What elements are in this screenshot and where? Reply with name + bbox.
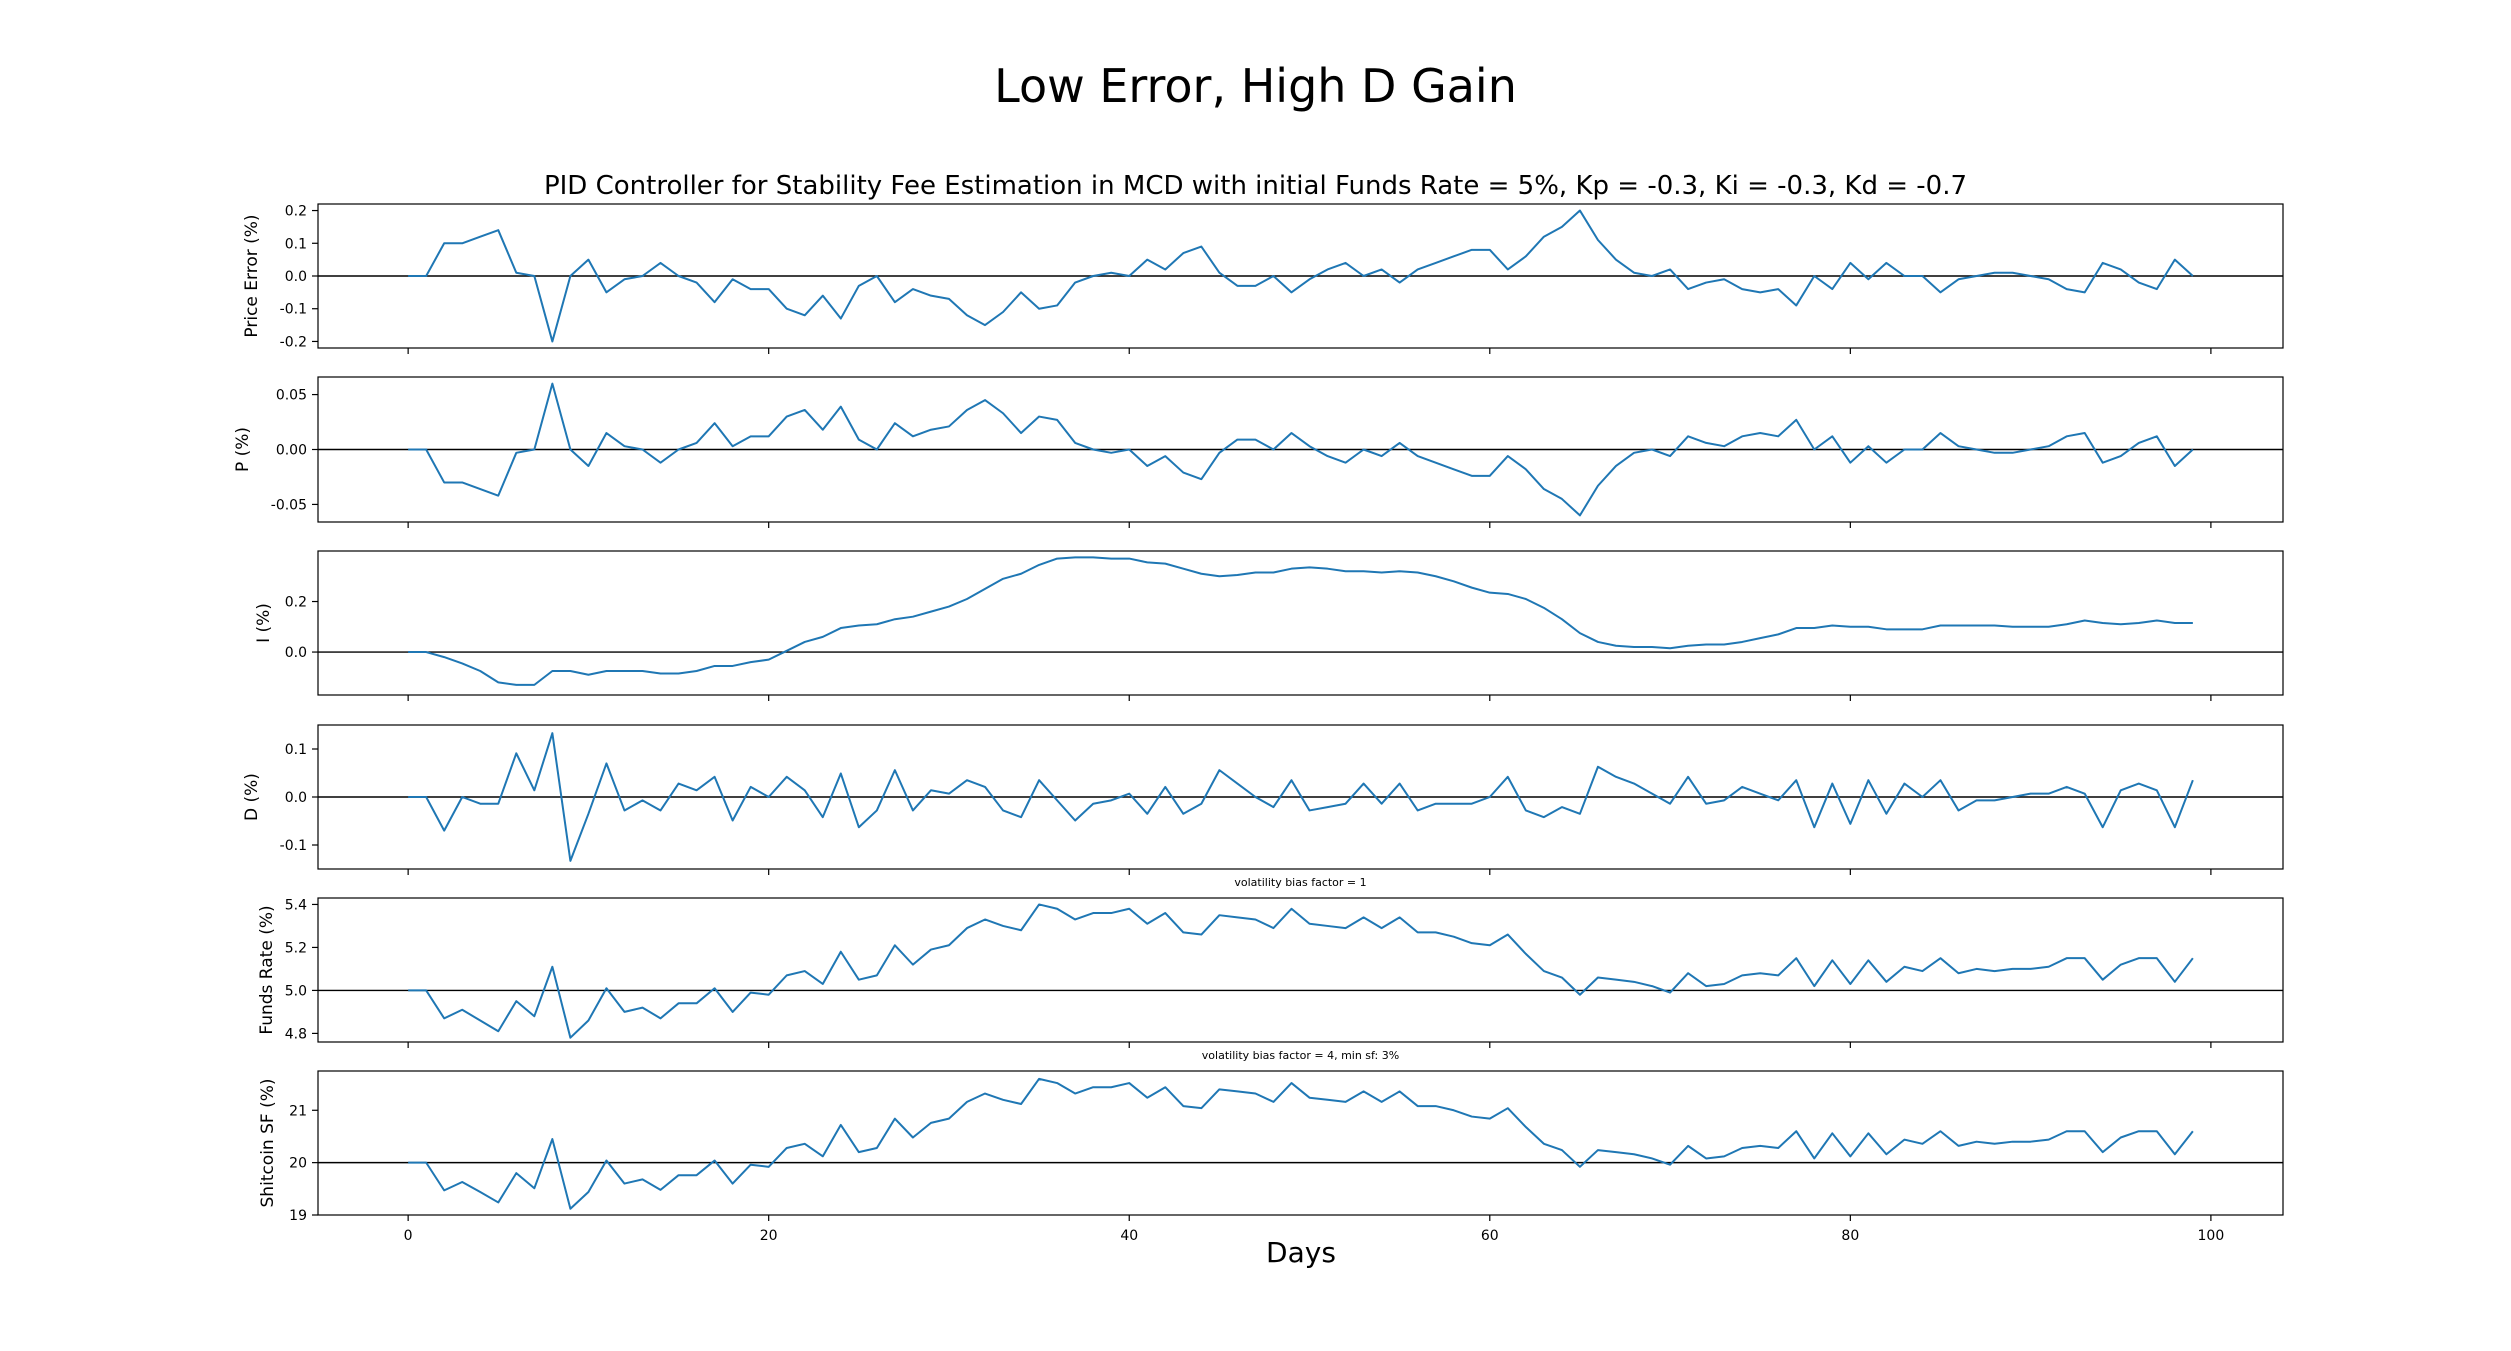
- y-axis-label: Funds Rate (%): [257, 905, 277, 1034]
- x-tick-label: 100: [2198, 1228, 2225, 1244]
- y-tick-label: 0.05: [276, 388, 307, 404]
- series-line: [408, 209, 2194, 343]
- x-tick-label: 80: [1841, 1228, 1859, 1244]
- y-tick-label: 0.0: [285, 269, 307, 285]
- subplot-6: 21 20 19 0 20 40 60 80 100 Shitcoin SF (%) volatil…: [258, 1049, 2284, 1244]
- panel-annotation: volatility bias factor = 1: [1234, 876, 1366, 889]
- y-tick-label: 5.4: [285, 897, 307, 913]
- y-tick-label: 0.1: [285, 236, 307, 252]
- y-tick-label: 5.2: [285, 940, 307, 956]
- axes-frame: [317, 550, 2284, 696]
- series-line: [408, 1077, 2194, 1210]
- x-axis-label: Days: [1266, 1236, 1336, 1269]
- y-axis-label: Price Error (%): [242, 214, 262, 337]
- x-tick-label: 20: [760, 1228, 778, 1244]
- panel-annotation: volatility bias factor = 4, min sf: 3%: [1202, 1049, 1399, 1062]
- subplot-2: 0.05 0.00 -0.05 P (%): [233, 376, 2284, 528]
- y-tick-label: 0.0: [285, 790, 307, 806]
- y-axis-label: P (%): [233, 427, 253, 472]
- figure-title: Low Error, High D Gain: [994, 59, 1517, 113]
- subplot-1: 0.2 0.1 0.0 -0.1 -0.2 Price Error (%): [242, 203, 2284, 354]
- y-tick-label: 4.8: [285, 1026, 307, 1042]
- figure-subtitle: PID Controller for Stability Fee Estimat…: [543, 171, 1968, 201]
- y-tick-label: 0.00: [276, 443, 307, 459]
- y-tick-label: -0.1: [280, 838, 307, 854]
- y-tick-label: 0.2: [285, 595, 307, 611]
- y-tick-label: 0.1: [285, 742, 307, 758]
- series-line: [408, 556, 2193, 686]
- y-tick-label: -0.05: [271, 497, 307, 513]
- axes-frame: [317, 897, 2284, 1043]
- x-tick-label: 40: [1120, 1228, 1138, 1244]
- y-tick-label: 21: [289, 1103, 307, 1119]
- y-tick-label: -0.2: [280, 334, 307, 350]
- y-tick-label: 0.2: [285, 204, 307, 220]
- y-tick-label: 5.0: [285, 983, 307, 999]
- x-tick-label: 60: [1481, 1228, 1499, 1244]
- y-axis-label: I (%): [254, 603, 274, 643]
- y-tick-label: 19: [289, 1208, 307, 1224]
- series-line: [408, 903, 2194, 1039]
- y-axis-label: Shitcoin SF (%): [258, 1079, 278, 1208]
- subplot-3: 0.2 0.0 I (%): [254, 550, 2284, 701]
- y-tick-label: -0.1: [280, 302, 307, 318]
- y-axis-label: D (%): [242, 773, 262, 821]
- series-line: [408, 732, 2194, 862]
- x-tick-label: 0: [404, 1228, 413, 1244]
- subplot-4: 0.1 0.0 -0.1 D (%): [242, 724, 2284, 875]
- y-tick-label: 20: [289, 1156, 307, 1172]
- subplot-5: 5.4 5.2 5.0 4.8 Funds Rate (%) volatility bia…: [257, 876, 2284, 1048]
- y-tick-label: 0.0: [285, 645, 307, 661]
- axes-frame: [317, 1070, 2284, 1216]
- series-line: [408, 382, 2194, 517]
